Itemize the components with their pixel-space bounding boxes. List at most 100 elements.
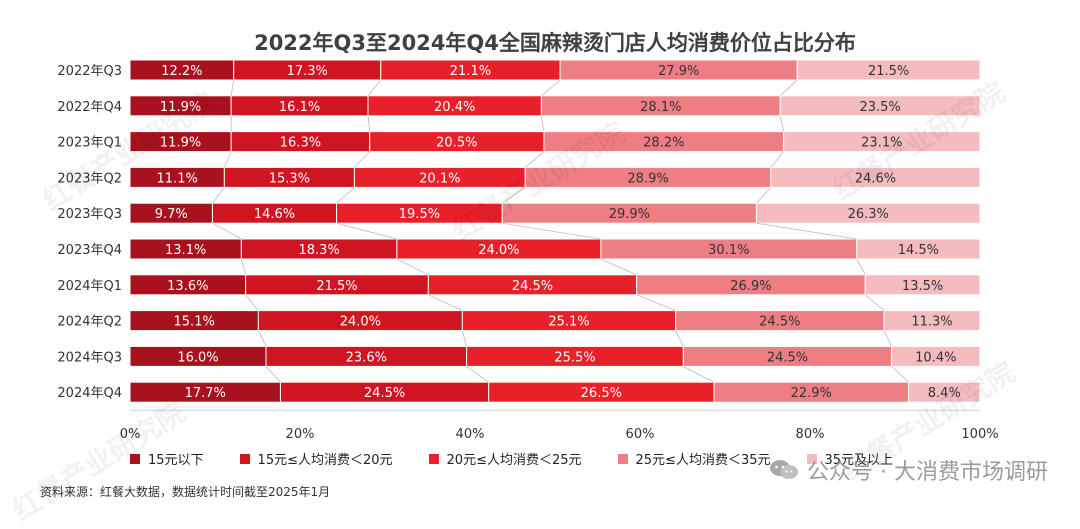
data-label: 27.9% <box>658 64 699 79</box>
connector-line <box>502 222 601 240</box>
data-label: 11.9% <box>160 100 201 115</box>
chart-title: 2022年Q3至2024年Q4全国麻辣烫门店人均消费价位占比分布 <box>254 31 856 55</box>
data-label: 24.0% <box>478 243 519 258</box>
connector-line <box>230 79 235 96</box>
data-label: 21.1% <box>450 64 491 79</box>
data-label: 14.6% <box>254 207 295 222</box>
connector-line <box>541 115 545 132</box>
legend-label: 20元≤人均消费＜25元 <box>446 453 582 468</box>
data-label: 24.5% <box>759 315 800 330</box>
legend-swatch <box>806 453 817 464</box>
legend-item: 15元以下 <box>130 449 204 468</box>
connector-line <box>756 187 772 204</box>
data-label: 30.1% <box>708 243 749 258</box>
category-label: 2024年Q4 <box>57 386 122 401</box>
data-label: 28.1% <box>640 100 681 115</box>
data-label: 24.5% <box>512 279 553 294</box>
legend-label: 35元及以上 <box>824 453 894 468</box>
bar-segment <box>856 238 981 260</box>
data-label: 11.3% <box>911 315 952 330</box>
connector-line <box>856 258 866 275</box>
data-label: 23.1% <box>861 136 902 151</box>
connector-line <box>367 115 371 132</box>
bar-segment <box>883 310 981 332</box>
data-label: 22.9% <box>791 386 832 401</box>
connector-line <box>354 151 370 168</box>
data-label: 28.2% <box>643 136 684 151</box>
legend-item: 25元≤人均消费＜35元 <box>617 449 771 468</box>
connector-line <box>461 330 467 347</box>
category-label: 2023年Q1 <box>57 136 122 151</box>
data-label: 24.0% <box>340 315 381 330</box>
bar-segment <box>796 59 981 81</box>
data-label: 19.5% <box>399 207 440 222</box>
stacked-bar-chart: 2022年Q3 12.2% 17.3% 21.1% 27.9% 21.5% 2022年Q4 1… <box>57 59 999 442</box>
connector-line <box>683 366 715 383</box>
data-label: 25.5% <box>554 350 595 365</box>
data-label: 20.1% <box>419 171 460 186</box>
data-label: 21.5% <box>868 64 909 79</box>
category-label: 2024年Q1 <box>57 279 122 294</box>
legend-item: 35元及以上 <box>806 449 894 468</box>
data-label: 11.1% <box>157 171 198 186</box>
legend-label: 15元≤人均消费＜20元 <box>257 453 393 468</box>
legend-label: 25元≤人均消费＜35元 <box>635 453 771 468</box>
wechat-watermark: 公众号 · 大消费市场调研 <box>769 454 1048 486</box>
connector-line <box>541 79 561 97</box>
category-label: 2024年Q3 <box>57 350 122 365</box>
bar-segment <box>783 131 981 153</box>
data-label: 15.1% <box>174 315 215 330</box>
connector-line <box>265 366 281 383</box>
connector-line <box>245 294 259 311</box>
data-label: 14.5% <box>898 243 939 258</box>
watermark-text: 公众号 · 大消费市场调研 <box>807 460 1048 485</box>
connector-line <box>600 258 637 276</box>
x-tick-label: 100% <box>961 427 998 442</box>
connector-line <box>336 187 355 204</box>
connector-line <box>223 151 232 168</box>
connector-line <box>466 366 489 383</box>
connector-line <box>891 366 909 383</box>
data-label: 29.9% <box>609 207 650 222</box>
data-label: 23.5% <box>859 100 900 115</box>
connector-line <box>756 222 857 240</box>
category-label: 2023年Q3 <box>57 207 122 222</box>
connector-line <box>257 330 267 347</box>
data-label: 13.5% <box>902 279 943 294</box>
source-note: 资料来源：红餐大数据，数据统计时间截至2025年1月 <box>40 485 331 499</box>
legend-swatch <box>617 453 628 464</box>
data-label: 21.5% <box>316 279 357 294</box>
x-tick-label: 20% <box>286 427 315 442</box>
category-label: 2022年Q4 <box>57 100 122 115</box>
legend-label: 15元以下 <box>148 453 204 468</box>
connector-line <box>524 151 545 168</box>
category-label: 2022年Q3 <box>57 64 122 79</box>
connector-line <box>396 258 429 276</box>
data-label: 18.3% <box>298 243 339 258</box>
connector-line <box>428 294 463 311</box>
x-tick-label: 40% <box>456 427 485 442</box>
data-label: 26.3% <box>848 207 889 222</box>
data-label: 28.9% <box>627 171 668 186</box>
x-tick-label: 0% <box>120 427 141 442</box>
data-label: 26.9% <box>730 279 771 294</box>
legend-swatch <box>428 453 439 464</box>
bar-segment <box>770 166 981 188</box>
legend-item: 20元≤人均消费＜25元 <box>428 449 582 468</box>
data-label: 15.3% <box>269 171 310 186</box>
connector-line <box>367 79 382 97</box>
data-label: 26.5% <box>581 386 622 401</box>
data-label: 8.4% <box>928 386 961 401</box>
connector-line <box>212 187 225 204</box>
data-label: 20.4% <box>434 100 475 115</box>
data-label: 13.1% <box>165 243 206 258</box>
category-label: 2024年Q2 <box>57 315 122 330</box>
chart-legend: 15元以下 15元≤人均消费＜20元 20元≤人均消费＜25元 25元≤人均消费＜35… <box>130 449 929 468</box>
connector-line <box>864 294 885 311</box>
x-tick-label: 80% <box>796 427 825 442</box>
bar-segment <box>864 274 981 296</box>
category-label: 2023年Q4 <box>57 243 122 258</box>
category-label: 2023年Q2 <box>57 171 122 186</box>
connector-line <box>212 222 242 240</box>
connector-line <box>336 222 398 240</box>
